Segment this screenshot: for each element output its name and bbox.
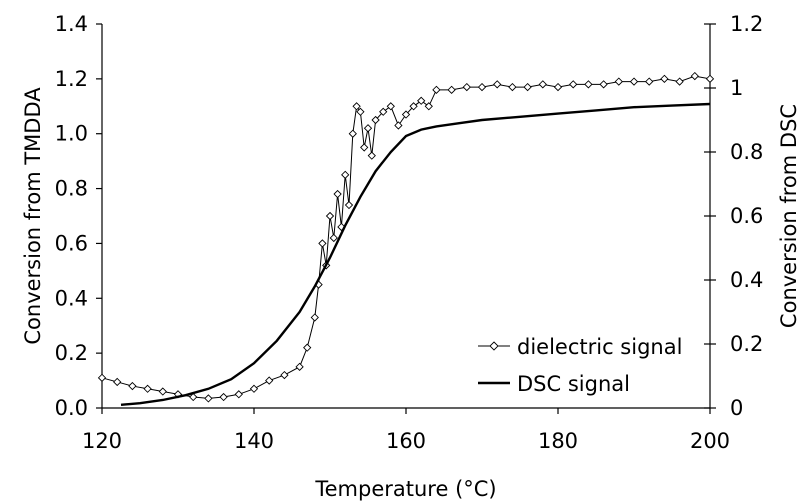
- dielectric-data-point: [599, 80, 608, 89]
- dielectric-data-point: [310, 313, 319, 322]
- dielectric-data-point: [401, 110, 411, 119]
- dielectric-data-point: [432, 85, 441, 94]
- dielectric-signal-line: [101, 75, 711, 399]
- dielectric-data-point: [295, 362, 304, 371]
- dielectric-data-point: [477, 82, 487, 92]
- legend-dsc-label: DSC signal: [517, 372, 630, 396]
- dielectric-data-point: [584, 80, 593, 89]
- left-y-axis-title: Conversion from TMDDA: [21, 87, 45, 345]
- legend-dielectric-label: dielectric signal: [517, 335, 682, 359]
- dielectric-data-point: [234, 390, 243, 399]
- dielectric-data-point: [690, 71, 699, 81]
- left-y-tick-label: 0.8: [55, 177, 88, 201]
- dielectric-data-point: [645, 77, 654, 86]
- dielectric-data-point: [280, 370, 289, 380]
- right-y-tick-label: 1.2: [730, 12, 763, 36]
- dielectric-data-point: [493, 80, 502, 89]
- left-y-tick-label: 1.4: [55, 12, 88, 36]
- dielectric-data-point: [249, 384, 259, 393]
- dielectric-data-point: [553, 82, 563, 92]
- series-layer: [97, 71, 715, 406]
- dielectric-data-point: [333, 189, 342, 199]
- dielectric-data-point: [675, 77, 684, 86]
- dielectric-data-point: [352, 102, 361, 111]
- x-tick-label: 180: [538, 429, 578, 453]
- x-tick-label: 140: [234, 429, 274, 453]
- ticks: 120 140 160 180 200 0.0 0.2 0.4 0.6 0.8 1.0 1.2 1.4 0…: [55, 12, 764, 453]
- x-tick-label: 200: [690, 429, 730, 453]
- dsc-signal-line: [120, 102, 711, 406]
- dielectric-data-point: [705, 74, 715, 83]
- left-y-tick-label: 1.2: [55, 67, 88, 91]
- dielectric-data-point: [97, 373, 107, 382]
- dielectric-data-point: [344, 200, 354, 210]
- dielectric-data-point: [569, 80, 578, 89]
- dielectric-data-point: [629, 77, 639, 86]
- dielectric-data-point: [158, 387, 167, 396]
- dielectric-data-point: [360, 143, 369, 152]
- x-axis-title: Temperature (°C): [314, 477, 496, 501]
- dielectric-data-point: [409, 102, 418, 111]
- dielectric-data-point: [523, 82, 532, 92]
- dielectric-data-point: [447, 85, 456, 94]
- dielectric-data-point: [417, 96, 426, 105]
- dielectric-data-point: [363, 124, 373, 133]
- dielectric-data-point: [462, 82, 471, 92]
- left-y-tick-label: 0.6: [55, 231, 88, 255]
- dielectric-data-point: [508, 82, 517, 92]
- dielectric-data-point: [303, 343, 312, 352]
- left-y-tick-label: 0.0: [55, 396, 88, 420]
- legend-dielectric-marker: [489, 341, 499, 351]
- left-y-tick-label: 0.4: [55, 286, 88, 310]
- right-y-tick-label: 0.8: [730, 140, 763, 164]
- legend-item-dielectric: dielectric signal: [478, 335, 682, 359]
- dielectric-data-point: [386, 102, 395, 111]
- legend: dielectric signal DSC signal: [478, 335, 682, 396]
- dielectric-data-point: [538, 80, 547, 89]
- dielectric-data-point: [394, 121, 403, 130]
- dielectric-data-point: [143, 384, 152, 393]
- dielectric-data-point: [356, 107, 365, 116]
- dielectric-data-point: [113, 377, 122, 387]
- dielectric-data-point: [341, 170, 350, 179]
- dielectric-data-point: [204, 394, 213, 403]
- dielectric-data-point: [424, 102, 433, 111]
- dielectric-data-point: [318, 239, 327, 248]
- dielectric-data-point: [265, 376, 274, 385]
- right-y-tick-label: 0.6: [730, 204, 763, 228]
- right-y-tick-label: 0.4: [730, 268, 763, 292]
- dielectric-data-point: [128, 381, 137, 391]
- right-y-axis-title: Conversion from DSC: [777, 104, 801, 328]
- right-y-tick-label: 0.2: [730, 332, 763, 356]
- x-tick-label: 160: [386, 429, 426, 453]
- right-y-tick-label: 0: [730, 396, 743, 420]
- legend-item-dsc: DSC signal: [478, 372, 630, 396]
- left-y-tick-label: 1.0: [55, 122, 88, 146]
- dielectric-data-point: [325, 211, 335, 221]
- dielectric-data-point: [219, 392, 228, 402]
- dielectric-data-point: [367, 151, 376, 160]
- dielectric-data-point: [371, 115, 380, 125]
- left-y-tick-label: 0.2: [55, 341, 88, 365]
- x-tick-label: 120: [82, 429, 122, 453]
- dielectric-data-point: [614, 77, 623, 86]
- dielectric-data-point: [189, 392, 198, 402]
- dielectric-data-point: [348, 129, 357, 138]
- dielectric-data-point: [379, 107, 388, 116]
- right-y-tick-label: 1: [730, 76, 743, 100]
- dielectric-data-point: [660, 74, 669, 83]
- dielectric-data-point: [329, 233, 338, 243]
